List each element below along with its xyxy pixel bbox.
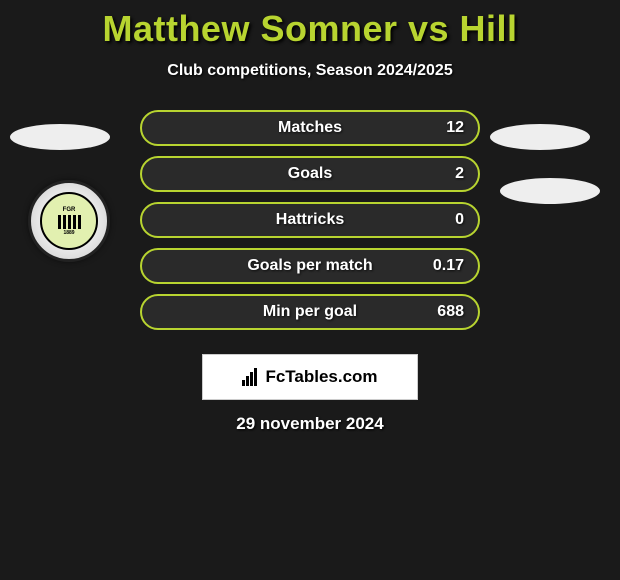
stat-label: Goals <box>288 165 332 183</box>
stat-row: Min per goal 688 <box>140 294 480 330</box>
bar-chart-icon <box>242 368 257 386</box>
page-title: Matthew Somner vs Hill <box>0 8 620 50</box>
stat-value-right: 12 <box>446 119 464 137</box>
club-crest-left: FGR 1889 <box>28 180 110 262</box>
stat-label: Hattricks <box>276 211 344 229</box>
player-photo-placeholder-right <box>490 124 590 150</box>
stat-value-right: 0.17 <box>433 257 464 275</box>
stat-label: Matches <box>278 119 342 137</box>
club-crest-inner: FGR 1889 <box>40 192 98 250</box>
crest-abbr: FGR <box>63 207 76 213</box>
subtitle: Club competitions, Season 2024/2025 <box>0 62 620 80</box>
player-photo-placeholder-left <box>10 124 110 150</box>
crest-year: 1889 <box>63 231 74 236</box>
stat-value-right: 688 <box>437 303 464 321</box>
stat-value-right: 2 <box>455 165 464 183</box>
date-label: 29 november 2024 <box>0 414 620 434</box>
stat-row: Matches 12 <box>140 110 480 146</box>
stat-label: Goals per match <box>247 257 372 275</box>
stat-row: Hattricks 0 <box>140 202 480 238</box>
stat-label: Min per goal <box>263 303 357 321</box>
crest-stripes-icon <box>58 215 81 229</box>
source-badge[interactable]: FcTables.com <box>202 354 418 400</box>
stat-row: Goals per match 0.17 <box>140 248 480 284</box>
club-badge-placeholder-right <box>500 178 600 204</box>
source-badge-text: FcTables.com <box>265 367 377 387</box>
stat-row: Goals 2 <box>140 156 480 192</box>
stat-value-right: 0 <box>455 211 464 229</box>
